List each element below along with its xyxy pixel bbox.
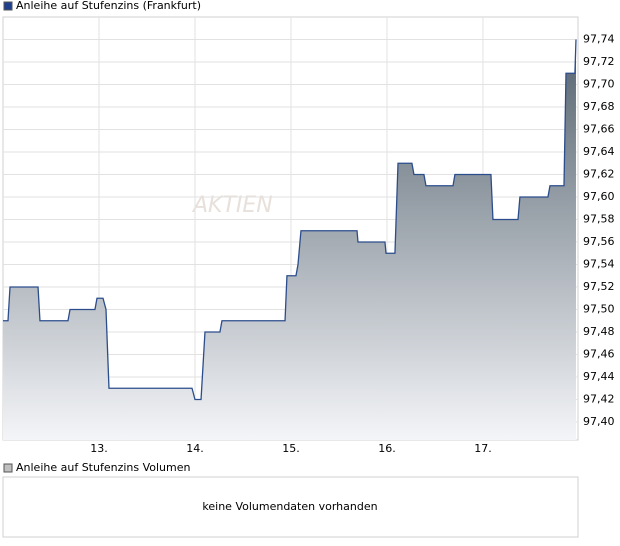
y-tick-label: 97,68 xyxy=(583,100,615,113)
area xyxy=(3,39,576,440)
x-tick-label: 14. xyxy=(186,442,204,455)
y-tick-label: 97,52 xyxy=(583,280,615,293)
volume-panel xyxy=(2,476,579,538)
x-tick-label: 13. xyxy=(90,442,108,455)
volume-message: keine Volumendaten vorhanden xyxy=(202,500,377,513)
y-tick-label: 97,60 xyxy=(583,190,615,203)
y-tick-label: 97,72 xyxy=(583,55,615,68)
y-tick-label: 97,70 xyxy=(583,78,615,91)
y-tick-label: 97,74 xyxy=(583,33,615,46)
x-tick-label: 17. xyxy=(474,442,492,455)
legend-label: Anleihe auf Stufenzins (Frankfurt) xyxy=(16,0,201,12)
y-tick-label: 97,64 xyxy=(583,145,615,158)
y-tick-label: 97,62 xyxy=(583,168,615,181)
line xyxy=(3,39,577,401)
volume-legend-label: Anleihe auf Stufenzins Volumen xyxy=(16,461,191,474)
y-tick-label: 97,56 xyxy=(583,235,615,248)
y-tick-label: 97,40 xyxy=(583,415,615,428)
y-tick-label: 97,58 xyxy=(583,213,615,226)
y-tick-label: 97,42 xyxy=(583,393,615,406)
y-tick-label: 97,46 xyxy=(583,348,615,361)
y-tick-label: 97,44 xyxy=(583,370,615,383)
y-tick-label: 97,66 xyxy=(583,123,615,136)
y-tick-label: 97,48 xyxy=(583,325,615,338)
volume-legend-swatch xyxy=(3,463,13,473)
y-tick-label: 97,50 xyxy=(583,303,615,316)
legend-swatch xyxy=(3,1,13,11)
y-tick-label: 97,54 xyxy=(583,258,615,271)
x-tick-label: 15. xyxy=(282,442,300,455)
x-tick-label: 16. xyxy=(378,442,396,455)
